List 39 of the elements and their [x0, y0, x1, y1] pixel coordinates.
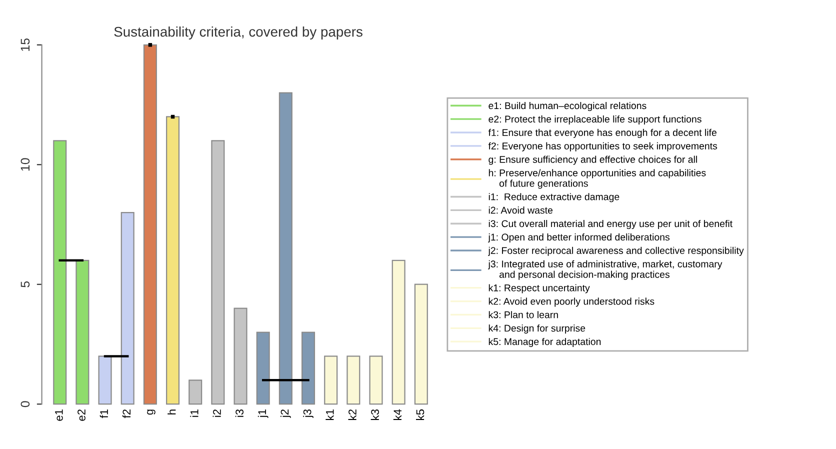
y-tick-label: 0 [20, 401, 30, 408]
legend-label: k5: Manage for adaptation [488, 338, 601, 348]
legend-label: j3: Integrated use of administrative, market, customary and personal decision-making practices [488, 260, 722, 280]
chart-title: Sustainability criteria, covered by papers [114, 26, 362, 40]
legend-label: i1: Reduce extractive damage [488, 193, 620, 202]
legend-label: i2: Avoid waste [488, 206, 553, 214]
legend-label: f2: Everyone has opportunities to seek improvements [488, 142, 718, 152]
x-tick-label: h [168, 410, 176, 414]
legend-label: e1: Build human–ecological relations [488, 102, 646, 112]
x-tick-label: k4 [393, 409, 402, 420]
y-tick-label: 10 [20, 158, 30, 171]
x-tick-label: k1 [326, 410, 334, 420]
legend-label: j1: Open and better informed deliberations [488, 233, 670, 242]
x-tick-label: i2 [212, 410, 221, 417]
y-tick-label: 15 [20, 38, 30, 51]
x-tick-label: i3 [235, 409, 244, 417]
x-tick-label: i1 [190, 410, 198, 417]
x-tick-label: k2 [348, 410, 356, 420]
legend-label: k2: Avoid even poorly understood risks [488, 298, 654, 307]
legend-label: h: Preserve/enhance opportunities and capabilities of future generations [488, 169, 706, 189]
x-tick-label: f2 [122, 410, 130, 418]
y-tick-label: 5 [20, 281, 30, 288]
x-tick-label: k3 [370, 409, 379, 420]
legend-label: j2: Foster reciprocal awareness and collective responsibility [488, 246, 744, 256]
legend-label: k3: Plan to learn [488, 311, 558, 318]
x-tick-label: j2 [280, 410, 291, 418]
x-tick-label: e1 [55, 410, 63, 421]
legend-label: f1: Ensure that everyone has enough for a decent life [488, 128, 716, 138]
x-tick-label: g [147, 410, 156, 415]
x-tick-label: j1 [258, 410, 268, 418]
legend-label: e2: Protect the irreplaceable life support functions [488, 115, 702, 124]
legend-label: k1: Respect uncertainty [488, 284, 590, 294]
x-tick-label: f1 [100, 410, 108, 418]
legend-label: g: Ensure sufficiency and effective choices for all [488, 156, 697, 165]
legend-label: i3: Cut overall material and energy use per unit of benefit [488, 220, 732, 230]
x-tick-label: e2 [78, 410, 86, 421]
x-tick-label: k5 [416, 409, 424, 420]
x-tick-label: j3 [303, 409, 314, 418]
legend-label: k4: Design for surprise [488, 324, 586, 334]
